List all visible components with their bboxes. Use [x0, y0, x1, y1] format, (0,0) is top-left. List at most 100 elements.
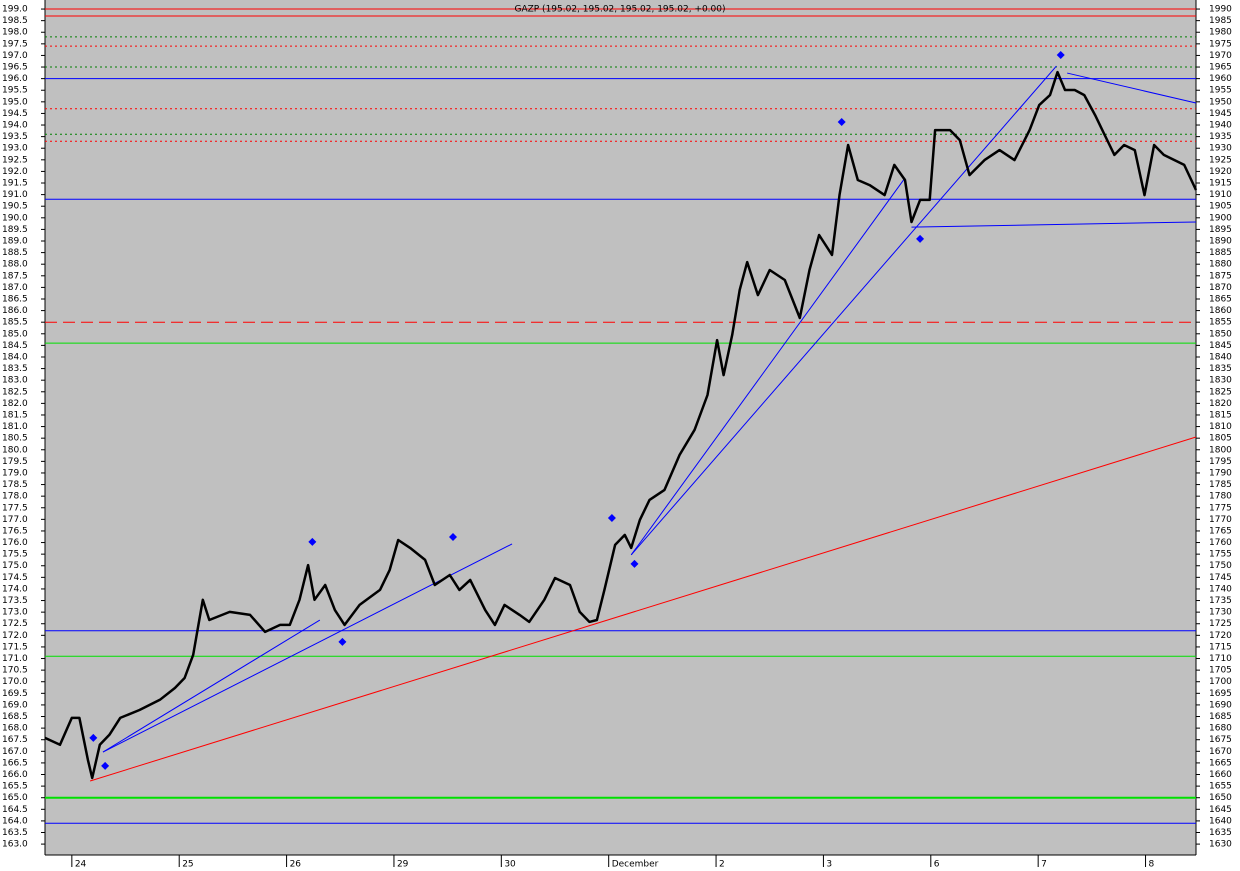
y2-tick-label: 1945 — [1209, 109, 1232, 119]
y-tick-label: 178.5 — [2, 480, 28, 490]
y2-tick-label: 1930 — [1209, 144, 1232, 154]
y2-tick-label: 1965 — [1209, 63, 1232, 73]
y2-tick-label: 1665 — [1209, 758, 1232, 768]
y2-tick-label: 1705 — [1209, 666, 1232, 676]
y-tick-label: 188.5 — [2, 248, 28, 258]
y-tick-label: 166.0 — [2, 770, 28, 780]
marker — [89, 733, 98, 742]
x-tick-label: 7 — [1041, 860, 1047, 870]
y-tick-label: 196.5 — [2, 63, 28, 73]
y2-tick-label: 1925 — [1209, 155, 1232, 165]
marker — [1056, 50, 1065, 59]
y-tick-label: 183.5 — [2, 364, 28, 374]
y-tick-label: 176.0 — [2, 538, 28, 548]
marker — [101, 761, 110, 770]
x-tick-label: 26 — [290, 860, 302, 870]
y-tick-label: 186.5 — [2, 294, 28, 304]
y2-tick-label: 1775 — [1209, 503, 1232, 513]
y-tick-label: 165.0 — [2, 793, 28, 803]
y-tick-label: 195.5 — [2, 86, 28, 96]
y-tick-label: 183.0 — [2, 376, 28, 386]
y2-tick-label: 1845 — [1209, 341, 1232, 351]
y-tick-label: 179.0 — [2, 468, 28, 478]
marker — [308, 537, 317, 546]
y2-tick-label: 1900 — [1209, 213, 1232, 223]
y2-tick-label: 1880 — [1209, 260, 1232, 270]
y2-tick-label: 1955 — [1209, 86, 1232, 96]
y-tick-label: 197.5 — [2, 39, 28, 49]
y-tick-label: 173.0 — [2, 608, 28, 618]
y-tick-label: 165.5 — [2, 782, 28, 792]
y2-tick-label: 1690 — [1209, 700, 1232, 710]
trend-line — [911, 221, 1197, 228]
x-tick-label: December — [612, 860, 659, 870]
y-tick-label: 193.0 — [2, 144, 28, 154]
y2-tick-label: 1695 — [1209, 689, 1232, 699]
marker — [630, 559, 639, 568]
y-tick-label: 184.0 — [2, 352, 28, 362]
y-tick-label: 174.5 — [2, 573, 28, 583]
y-tick-label: 181.5 — [2, 410, 28, 420]
y2-tick-label: 1765 — [1209, 526, 1232, 536]
y2-tick-label: 1875 — [1209, 271, 1232, 281]
y-tick-label: 191.0 — [2, 190, 28, 200]
y2-tick-label: 1975 — [1209, 39, 1232, 49]
y2-tick-label: 1660 — [1209, 770, 1232, 780]
y-tick-label: 168.5 — [2, 712, 28, 722]
marker — [338, 637, 347, 646]
y2-tick-label: 1645 — [1209, 805, 1232, 815]
x-tick-label: 24 — [75, 860, 87, 870]
y2-tick-label: 1780 — [1209, 492, 1232, 502]
y-tick-label: 176.5 — [2, 526, 28, 536]
y2-tick-label: 1840 — [1209, 352, 1232, 362]
y2-tick-label: 1685 — [1209, 712, 1232, 722]
y-tick-label: 170.0 — [2, 677, 28, 687]
y-tick-label: 171.5 — [2, 642, 28, 652]
y2-tick-label: 1650 — [1209, 793, 1232, 803]
y2-tick-label: 1850 — [1209, 329, 1232, 339]
y-tick-label: 171.0 — [2, 654, 28, 664]
y2-tick-label: 1920 — [1209, 167, 1232, 177]
y-tick-label: 194.5 — [2, 109, 28, 119]
y2-tick-label: 1785 — [1209, 480, 1232, 490]
y2-tick-label: 1800 — [1209, 445, 1232, 455]
marker — [916, 234, 925, 243]
x-tick-label: 2 — [719, 860, 725, 870]
y-tick-label: 192.0 — [2, 167, 28, 177]
y2-tick-label: 1895 — [1209, 225, 1232, 235]
marker — [449, 532, 458, 541]
y2-tick-label: 1960 — [1209, 74, 1232, 84]
y-tick-label: 188.0 — [2, 260, 28, 270]
y2-tick-label: 1915 — [1209, 179, 1232, 189]
y2-tick-label: 1950 — [1209, 97, 1232, 107]
y2-tick-label: 1825 — [1209, 387, 1232, 397]
y2-tick-label: 1700 — [1209, 677, 1232, 687]
y-tick-label: 177.5 — [2, 503, 28, 513]
y2-tick-label: 1935 — [1209, 132, 1232, 142]
chart-title: GAZP (195.02, 195.02, 195.02, 195.02, +0… — [514, 5, 725, 15]
plot-area — [45, 0, 1196, 855]
x-tick-label: 6 — [934, 860, 940, 870]
y2-tick-label: 1720 — [1209, 631, 1232, 641]
y-tick-label: 174.0 — [2, 584, 28, 594]
y-tick-label: 189.5 — [2, 225, 28, 235]
y2-tick-label: 1655 — [1209, 782, 1232, 792]
y-tick-label: 172.5 — [2, 619, 28, 629]
y2-tick-label: 1760 — [1209, 538, 1232, 548]
y-tick-label: 167.0 — [2, 747, 28, 757]
y-tick-label: 181.0 — [2, 422, 28, 432]
price-line — [44, 70, 1198, 780]
y2-tick-label: 1745 — [1209, 573, 1232, 583]
y2-tick-label: 1725 — [1209, 619, 1232, 629]
y-tick-label: 185.0 — [2, 329, 28, 339]
y-tick-label: 179.5 — [2, 457, 28, 467]
y-tick-label: 172.0 — [2, 631, 28, 641]
y2-tick-label: 1770 — [1209, 515, 1232, 525]
x-tick-label: 30 — [504, 860, 516, 870]
y2-tick-label: 1865 — [1209, 294, 1232, 304]
y2-tick-label: 1835 — [1209, 364, 1232, 374]
y-tick-label: 180.5 — [2, 434, 28, 444]
y-tick-label: 187.5 — [2, 271, 28, 281]
y2-tick-label: 1980 — [1209, 28, 1232, 38]
x-tick-label: 3 — [826, 860, 832, 870]
